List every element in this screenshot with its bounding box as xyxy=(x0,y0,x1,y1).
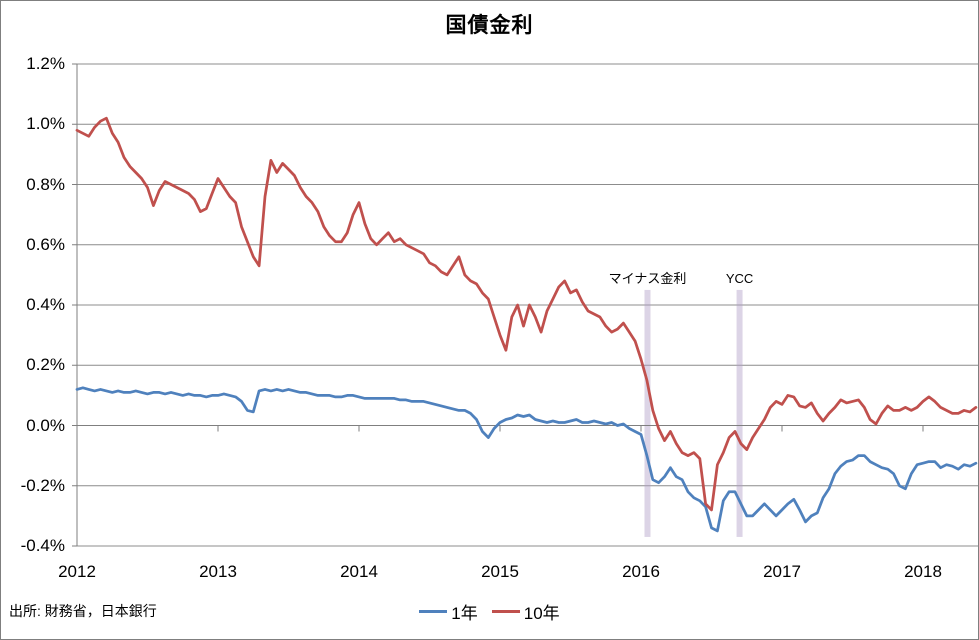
x-axis-label: 2016 xyxy=(622,562,660,581)
series-line-10year xyxy=(75,116,978,512)
x-axis-label: 2012 xyxy=(58,562,96,581)
legend-swatch xyxy=(491,609,520,613)
legend-item: 1年 xyxy=(419,599,478,624)
source-note: 出所: 財務省，日本銀行 xyxy=(9,603,157,619)
x-axis-label: 2013 xyxy=(199,562,237,581)
legend-swatch xyxy=(419,609,448,613)
event-band-ycc xyxy=(736,289,743,537)
y-axis-label: 0.6% xyxy=(26,234,65,254)
legend-item: 10年 xyxy=(491,599,560,624)
chart-title: 国債金利 xyxy=(445,14,534,37)
y-axis-label: -0.2% xyxy=(20,475,65,495)
y-axis-label: 1.2% xyxy=(26,54,65,73)
x-axis-label: 2015 xyxy=(481,562,519,581)
y-axis-label: 0.0% xyxy=(26,415,65,435)
plot-area-svg xyxy=(72,63,978,547)
x-axis-label: 2017 xyxy=(763,562,801,581)
event-band-negative-rate xyxy=(644,289,651,537)
x-axis-label: 2014 xyxy=(340,562,378,581)
y-axis-label: 0.4% xyxy=(26,295,65,314)
annotation-label-ycc: YCC xyxy=(725,271,754,286)
legend-label: 10年 xyxy=(523,603,560,623)
y-axis-label: 0.2% xyxy=(26,355,65,375)
legend-label: 1年 xyxy=(451,603,478,623)
y-axis-label: 0.8% xyxy=(26,174,65,194)
y-axis-label: -0.4% xyxy=(20,536,65,555)
legend: 1年 10年 xyxy=(1,598,978,624)
series-line-1year xyxy=(75,386,978,533)
x-axis-label: 2018 xyxy=(904,562,942,581)
annotation-label-negative-rate: マイナス金利 xyxy=(608,271,687,286)
y-axis-label: 1.0% xyxy=(26,114,65,134)
